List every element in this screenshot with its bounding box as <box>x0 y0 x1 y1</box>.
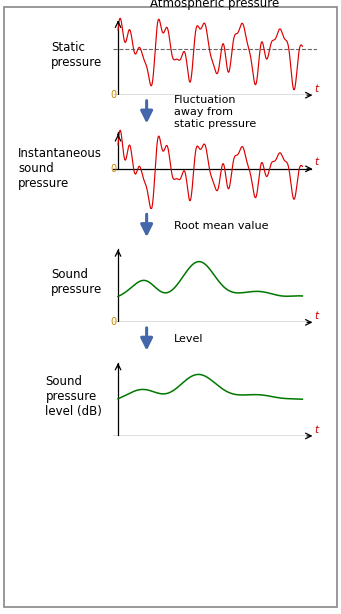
Text: Level: Level <box>174 334 204 344</box>
Text: Sound
pressure
level (dB): Sound pressure level (dB) <box>45 375 102 418</box>
Text: Instantaneous
sound
pressure: Instantaneous sound pressure <box>18 147 102 190</box>
Text: Static
pressure: Static pressure <box>51 41 102 69</box>
Text: t: t <box>314 311 318 321</box>
Text: t: t <box>314 157 318 167</box>
Text: Root mean value: Root mean value <box>174 220 268 231</box>
Text: 0: 0 <box>110 317 116 327</box>
Text: Sound
pressure: Sound pressure <box>51 268 102 297</box>
Text: t: t <box>314 84 318 94</box>
Text: Fluctuation
away from
static pressure: Fluctuation away from static pressure <box>174 95 256 129</box>
Text: Atmospheric pressure: Atmospheric pressure <box>150 0 280 10</box>
Text: 0: 0 <box>110 164 116 174</box>
Text: 0: 0 <box>110 90 116 100</box>
Text: t: t <box>314 425 318 435</box>
